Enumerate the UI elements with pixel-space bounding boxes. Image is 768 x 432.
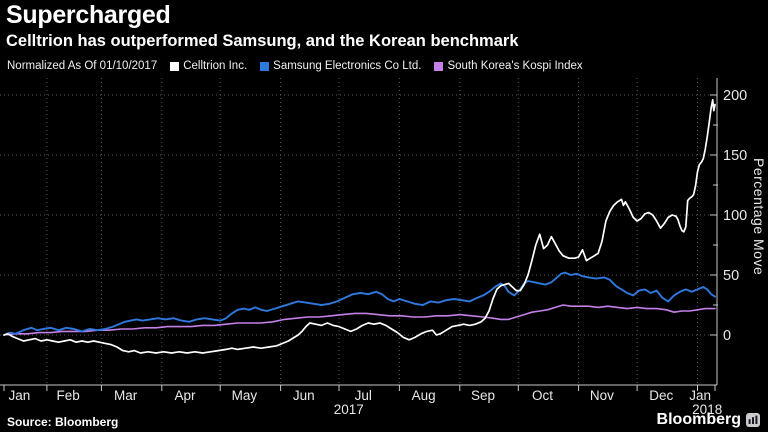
legend-item-label: South Korea's Kospi Index bbox=[447, 60, 583, 72]
month-label: Aug bbox=[412, 388, 436, 403]
legend-normalized-label: Normalized As Of 01/10/2017 bbox=[7, 60, 158, 72]
month-label: Apr bbox=[174, 388, 196, 403]
y-tick-label: 100 bbox=[723, 208, 747, 224]
chart-title: Supercharged bbox=[6, 1, 171, 29]
month-label: Jun bbox=[293, 388, 315, 403]
chart-subtitle: Celltrion has outperformed Samsung, and … bbox=[6, 32, 519, 50]
month-label: May bbox=[232, 388, 258, 403]
y-tick-label: 0 bbox=[723, 328, 731, 344]
source-attribution: Source: Bloomberg bbox=[7, 415, 119, 429]
celltrion-swatch-icon bbox=[170, 61, 180, 71]
y-tick-label: 150 bbox=[723, 148, 747, 164]
bloomberg-wordmark: Bloomberg bbox=[656, 411, 741, 428]
chart-header: Supercharged Celltrion has outperformed … bbox=[6, 1, 519, 51]
y-tick-label: 200 bbox=[723, 88, 747, 104]
month-label: Oct bbox=[532, 388, 553, 403]
series-line-samsung-electronics-co-ltd bbox=[3, 271, 716, 336]
month-label: Dec bbox=[649, 388, 673, 403]
legend-item-kospi: South Korea's Kospi Index bbox=[434, 60, 583, 72]
month-label: Jul bbox=[355, 388, 372, 403]
year-label: 2017 bbox=[334, 402, 364, 417]
month-label: Sep bbox=[471, 388, 495, 403]
chart-legend: Normalized As Of 01/10/2017 Celltrion In… bbox=[7, 60, 596, 72]
year-label: 2018 bbox=[692, 402, 722, 417]
samsung-swatch-icon bbox=[260, 61, 270, 71]
month-label: Mar bbox=[114, 388, 138, 403]
series-line-south-korea-s-kospi-index bbox=[3, 304, 716, 336]
month-label: Feb bbox=[56, 388, 79, 403]
legend-item-label: Celltrion Inc. bbox=[183, 60, 248, 72]
legend-item-label: Samsung Electronics Co Ltd. bbox=[273, 60, 422, 72]
y-tick-label: 50 bbox=[723, 268, 739, 284]
legend-item-samsung: Samsung Electronics Co Ltd. bbox=[260, 60, 421, 72]
month-label: Jan bbox=[689, 388, 711, 403]
month-label: Nov bbox=[590, 388, 614, 403]
legend-item-celltrion: Celltrion Inc. bbox=[170, 60, 247, 72]
series-line-celltrion-inc bbox=[3, 98, 716, 354]
month-label: Jan bbox=[9, 388, 31, 403]
y-axis-title: Percentage Move bbox=[751, 158, 767, 276]
bloomberg-logo: Bloomberg bbox=[657, 411, 760, 429]
bloomberg-terminal-icon bbox=[746, 413, 760, 427]
kospi-swatch-icon bbox=[434, 61, 444, 71]
